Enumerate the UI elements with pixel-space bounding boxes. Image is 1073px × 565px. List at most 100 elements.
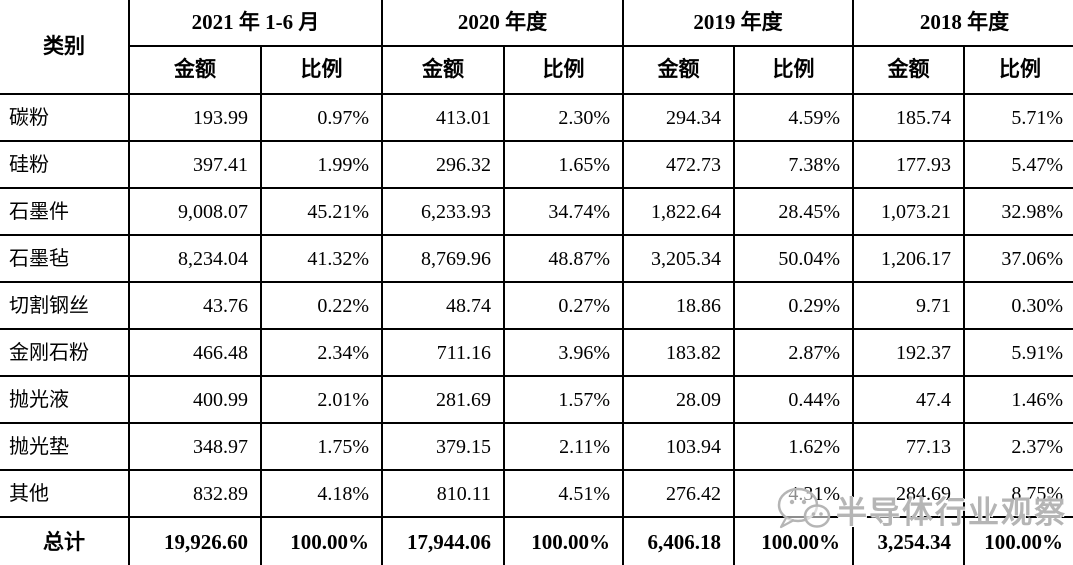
amount-cell: 400.99 [128, 375, 262, 424]
amount-cell: 711.16 [381, 328, 505, 377]
period-header-2018: 2018 年度 [852, 0, 1073, 47]
ratio-cell: 2.11% [503, 422, 624, 471]
category-cell: 切割钢丝 [0, 281, 130, 330]
ratio-cell: 5.71% [963, 93, 1073, 142]
category-cell: 石墨毡 [0, 234, 130, 283]
amount-cell: 43.76 [128, 281, 262, 330]
amount-cell: 47.4 [852, 375, 965, 424]
ratio-cell: 0.27% [503, 281, 624, 330]
table-row: 抛光垫 348.97 1.75% 379.15 2.11% 103.94 1.62% 77.1… [0, 422, 1073, 471]
category-cell: 总计 [0, 516, 130, 565]
amount-cell: 9,008.07 [128, 187, 262, 236]
ratio-cell: 100.00% [503, 516, 624, 565]
table-row: 硅粉 397.41 1.99% 296.32 1.65% 472.73 7.38% 177.9… [0, 140, 1073, 189]
amount-cell: 276.42 [622, 469, 735, 518]
total-row: 总计 19,926.60 100.00% 17,944.06 100.00% 6,406.… [0, 516, 1073, 565]
amount-cell: 6,233.93 [381, 187, 505, 236]
ratio-cell: 1.65% [503, 140, 624, 189]
amount-cell: 3,254.34 [852, 516, 965, 565]
amount-cell: 1,206.17 [852, 234, 965, 283]
ratio-cell: 8.75% [963, 469, 1073, 518]
category-cell: 石墨件 [0, 187, 130, 236]
amount-cell: 192.37 [852, 328, 965, 377]
amount-cell: 28.09 [622, 375, 735, 424]
ratio-cell: 28.45% [733, 187, 854, 236]
amount-cell: 1,822.64 [622, 187, 735, 236]
ratio-cell: 1.57% [503, 375, 624, 424]
amount-cell: 103.94 [622, 422, 735, 471]
category-cell: 其他 [0, 469, 130, 518]
period-header-2019: 2019 年度 [622, 0, 854, 47]
amount-cell: 810.11 [381, 469, 505, 518]
table-row: 其他 832.89 4.18% 810.11 4.51% 276.42 4.31% 284.6… [0, 469, 1073, 518]
ratio-cell: 3.96% [503, 328, 624, 377]
ratio-cell: 7.38% [733, 140, 854, 189]
ratio-cell: 2.34% [260, 328, 383, 377]
amount-cell: 281.69 [381, 375, 505, 424]
amount-cell: 19,926.60 [128, 516, 262, 565]
ratio-cell: 5.47% [963, 140, 1073, 189]
table-row: 金刚石粉 466.48 2.34% 711.16 3.96% 183.82 2.87% 192… [0, 328, 1073, 377]
amount-cell: 466.48 [128, 328, 262, 377]
period-header-2021: 2021 年 1-6 月 [128, 0, 383, 47]
amount-cell: 284.69 [852, 469, 965, 518]
ratio-subheader-2019: 比例 [733, 45, 854, 95]
ratio-cell: 37.06% [963, 234, 1073, 283]
category-cell: 硅粉 [0, 140, 130, 189]
ratio-cell: 1.62% [733, 422, 854, 471]
ratio-cell: 1.75% [260, 422, 383, 471]
ratio-subheader-2018: 比例 [963, 45, 1073, 95]
ratio-cell: 32.98% [963, 187, 1073, 236]
amount-cell: 294.34 [622, 93, 735, 142]
amount-cell: 48.74 [381, 281, 505, 330]
category-cell: 抛光垫 [0, 422, 130, 471]
amount-subheader-2018: 金额 [852, 45, 965, 95]
amount-cell: 413.01 [381, 93, 505, 142]
amount-cell: 77.13 [852, 422, 965, 471]
amount-cell: 185.74 [852, 93, 965, 142]
amount-cell: 8,769.96 [381, 234, 505, 283]
amount-cell: 8,234.04 [128, 234, 262, 283]
amount-cell: 3,205.34 [622, 234, 735, 283]
amount-cell: 397.41 [128, 140, 262, 189]
amount-subheader-2019: 金额 [622, 45, 735, 95]
table-row: 切割钢丝 43.76 0.22% 48.74 0.27% 18.86 0.29% 9.71 0.… [0, 281, 1073, 330]
ratio-subheader-2021: 比例 [260, 45, 383, 95]
ratio-cell: 0.97% [260, 93, 383, 142]
ratio-cell: 5.91% [963, 328, 1073, 377]
ratio-cell: 100.00% [260, 516, 383, 565]
period-header-2020: 2020 年度 [381, 0, 624, 47]
category-cell: 碳粉 [0, 93, 130, 142]
table-row: 碳粉 193.99 0.97% 413.01 2.30% 294.34 4.59% 185.7… [0, 93, 1073, 142]
category-cell: 抛光液 [0, 375, 130, 424]
ratio-cell: 0.29% [733, 281, 854, 330]
ratio-cell: 4.59% [733, 93, 854, 142]
ratio-cell: 4.31% [733, 469, 854, 518]
ratio-cell: 2.30% [503, 93, 624, 142]
amount-cell: 177.93 [852, 140, 965, 189]
ratio-cell: 2.37% [963, 422, 1073, 471]
ratio-cell: 48.87% [503, 234, 624, 283]
ratio-cell: 50.04% [733, 234, 854, 283]
ratio-cell: 34.74% [503, 187, 624, 236]
category-cell: 金刚石粉 [0, 328, 130, 377]
amount-cell: 379.15 [381, 422, 505, 471]
ratio-cell: 41.32% [260, 234, 383, 283]
ratio-cell: 100.00% [963, 516, 1073, 565]
table-body: 碳粉 193.99 0.97% 413.01 2.30% 294.34 4.59% 185.7… [0, 93, 1073, 565]
amount-cell: 6,406.18 [622, 516, 735, 565]
ratio-cell: 0.30% [963, 281, 1073, 330]
amount-cell: 18.86 [622, 281, 735, 330]
amount-cell: 1,073.21 [852, 187, 965, 236]
amount-cell: 472.73 [622, 140, 735, 189]
ratio-cell: 45.21% [260, 187, 383, 236]
amount-cell: 348.97 [128, 422, 262, 471]
ratio-cell: 2.01% [260, 375, 383, 424]
table-row: 抛光液 400.99 2.01% 281.69 1.57% 28.09 0.44% 47.4 1… [0, 375, 1073, 424]
ratio-subheader-2020: 比例 [503, 45, 624, 95]
ratio-cell: 1.99% [260, 140, 383, 189]
ratio-cell: 0.22% [260, 281, 383, 330]
